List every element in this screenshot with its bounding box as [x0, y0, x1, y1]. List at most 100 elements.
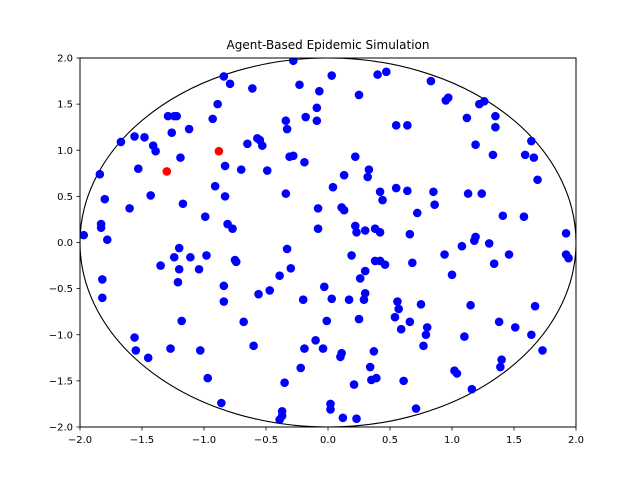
- data-point: [396, 324, 406, 334]
- data-point: [380, 260, 390, 269]
- data-point: [403, 186, 412, 196]
- data-point: [416, 300, 426, 309]
- data-point: [405, 229, 415, 239]
- data-point: [228, 224, 237, 233]
- data-point: [195, 346, 205, 355]
- chart-title: Agent-Based Epidemic Simulation: [227, 38, 430, 52]
- data-point: [527, 136, 536, 146]
- data-point: [262, 166, 272, 175]
- data-point: [156, 261, 165, 270]
- data-point: [349, 380, 359, 389]
- data-point: [315, 86, 324, 96]
- data-point: [169, 252, 179, 262]
- data-point: [561, 228, 571, 238]
- x-tick-label: −1.0: [192, 435, 216, 446]
- data-point: [363, 172, 372, 182]
- data-point: [457, 241, 467, 251]
- data-point: [354, 90, 364, 100]
- data-point: [447, 270, 457, 280]
- data-point: [248, 84, 257, 93]
- data-point: [298, 295, 308, 304]
- data-point: [564, 253, 573, 263]
- data-point: [405, 317, 415, 327]
- data-point: [467, 384, 477, 394]
- data-point: [322, 316, 332, 326]
- data-point: [393, 297, 402, 306]
- data-point: [146, 191, 155, 200]
- data-point: [300, 157, 309, 167]
- data-point: [339, 170, 349, 180]
- data-point: [489, 259, 499, 269]
- data-point: [399, 376, 408, 386]
- data-point: [403, 121, 412, 130]
- data-point: [281, 116, 291, 126]
- data-point: [200, 212, 210, 221]
- data-point: [217, 398, 226, 408]
- data-point: [313, 204, 323, 213]
- data-point: [96, 223, 106, 233]
- data-point: [394, 304, 403, 314]
- data-point: [538, 346, 547, 355]
- x-tick-label: 0.0: [320, 435, 336, 446]
- data-point: [498, 211, 508, 221]
- data-point: [286, 264, 296, 273]
- data-point: [243, 139, 252, 149]
- data-point: [140, 133, 149, 142]
- data-point: [354, 314, 364, 324]
- y-tick-label: −2.0: [49, 423, 73, 434]
- plot-background: [80, 58, 576, 427]
- data-point: [130, 132, 139, 141]
- y-tick-label: 1.5: [57, 100, 73, 111]
- data-point: [527, 330, 536, 340]
- data-point: [214, 146, 224, 156]
- data-point: [496, 362, 505, 372]
- data-point: [411, 404, 421, 413]
- data-point: [151, 146, 160, 156]
- data-point: [130, 333, 139, 342]
- data-point: [479, 97, 489, 106]
- data-point: [494, 317, 504, 327]
- data-point: [288, 151, 298, 161]
- data-point: [488, 150, 498, 160]
- data-point: [327, 294, 337, 304]
- data-point: [275, 271, 284, 281]
- data-point: [426, 76, 436, 86]
- data-point: [460, 332, 469, 341]
- data-point: [177, 316, 186, 326]
- x-tick-label: −1.5: [130, 435, 154, 446]
- data-point: [202, 251, 211, 260]
- data-point: [529, 153, 539, 162]
- data-point: [337, 348, 346, 358]
- data-point: [326, 405, 335, 414]
- data-point: [491, 122, 500, 132]
- data-point: [312, 103, 322, 113]
- data-point: [254, 289, 263, 299]
- data-point: [102, 235, 112, 245]
- data-point: [172, 111, 182, 121]
- data-point: [98, 275, 107, 284]
- data-point: [219, 281, 229, 291]
- x-tick-label: 1.5: [506, 435, 522, 446]
- data-point: [390, 312, 400, 322]
- data-point: [219, 72, 229, 81]
- x-tick-label: −0.5: [254, 435, 278, 446]
- data-point: [280, 378, 289, 388]
- data-point: [381, 67, 391, 77]
- y-tick-label: −0.5: [49, 284, 73, 295]
- y-tick-label: 2.0: [57, 54, 73, 65]
- data-point: [213, 99, 222, 109]
- data-point: [231, 257, 241, 267]
- data-point: [350, 221, 360, 231]
- series-0: [80, 58, 573, 424]
- data-point: [327, 71, 337, 80]
- data-point: [282, 244, 292, 254]
- data-point: [352, 414, 361, 423]
- data-point: [95, 169, 105, 179]
- data-point: [471, 140, 480, 150]
- data-point: [355, 274, 365, 283]
- data-point: [360, 266, 370, 276]
- data-point: [440, 250, 449, 259]
- data-point: [350, 152, 360, 162]
- x-tick-label: 2.0: [568, 435, 584, 446]
